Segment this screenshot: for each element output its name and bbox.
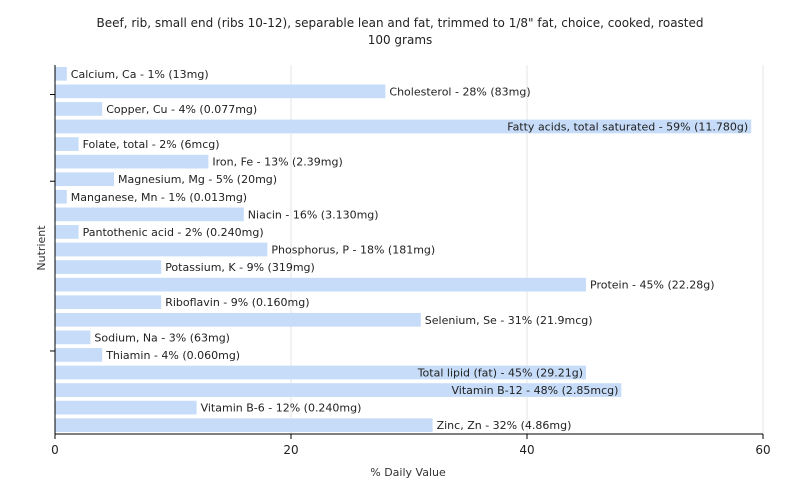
bar-label: Folate, total - 2% (6mcg) (83, 138, 220, 151)
bar-label: Fatty acids, total saturated - 59% (11.7… (507, 121, 748, 134)
x-axis-label: % Daily Value (370, 466, 446, 479)
x-ticks: 0 20 40 60 (51, 434, 771, 457)
bar (55, 66, 67, 81)
y-axis-label: Nutrient (35, 225, 48, 271)
chart-subtitle: 100 grams (368, 33, 433, 47)
bar (55, 260, 162, 274)
bar-labels: Calcium, Ca - 1% (13mg) Cholesterol - 28%… (71, 68, 748, 432)
bar-label: Selenium, Se - 31% (21.9mcg) (425, 314, 593, 327)
bar (55, 418, 433, 433)
bar-label: Zinc, Zn - 32% (4.86mg) (437, 419, 572, 432)
bar (55, 242, 268, 257)
bar (55, 154, 209, 169)
bar (55, 277, 586, 292)
bars (55, 66, 752, 433)
bar (55, 400, 197, 415)
bar-label: Potassium, K - 9% (319mg) (165, 261, 315, 274)
bar-label: Riboflavin - 9% (0.160mg) (165, 296, 309, 309)
bar (55, 172, 114, 187)
bar (55, 383, 622, 397)
bar (55, 137, 79, 151)
bar-label: Sodium, Na - 3% (63mg) (94, 331, 230, 344)
bar (55, 312, 421, 327)
bar-label: Magnesium, Mg - 5% (20mg) (118, 173, 277, 186)
chart-title: Beef, rib, small end (ribs 10-12), separ… (96, 16, 703, 30)
x-tick-label-3: 60 (755, 443, 770, 457)
x-tick-label-1: 20 (283, 443, 298, 457)
bar-label: Vitamin B-6 - 12% (0.240mg) (201, 402, 362, 415)
x-tick-label-0: 0 (51, 443, 59, 457)
bar-label: Copper, Cu - 4% (0.077mg) (106, 103, 257, 116)
bar (55, 365, 586, 380)
bar-label: Cholesterol - 28% (83mg) (389, 85, 530, 98)
x-tick-label-2: 40 (519, 443, 534, 457)
bar (55, 330, 91, 345)
bar-label: Total lipid (fat) - 45% (29.21g) (417, 367, 583, 380)
bar (55, 119, 752, 134)
bar (55, 225, 79, 239)
bar-label: Iron, Fe - 13% (2.39mg) (212, 156, 342, 169)
bar-label: Manganese, Mn - 1% (0.013mg) (71, 191, 247, 204)
bar-label: Phosphorus, P - 18% (181mg) (271, 244, 435, 257)
axes (50, 65, 763, 435)
bar-label: Vitamin B-12 - 48% (2.85mcg) (452, 384, 619, 397)
bar-label: Calcium, Ca - 1% (13mg) (71, 68, 209, 81)
bar-label: Niacin - 16% (3.130mg) (248, 208, 379, 221)
bar (55, 348, 103, 362)
bar (55, 84, 386, 99)
bar-label: Pantothenic acid - 2% (0.240mg) (83, 226, 264, 239)
bar (55, 189, 67, 204)
bar-label: Protein - 45% (22.28g) (590, 279, 715, 292)
bar (55, 102, 103, 116)
bar-label: Thiamin - 4% (0.060mg) (105, 349, 240, 362)
bar (55, 295, 162, 310)
bar (55, 207, 244, 222)
